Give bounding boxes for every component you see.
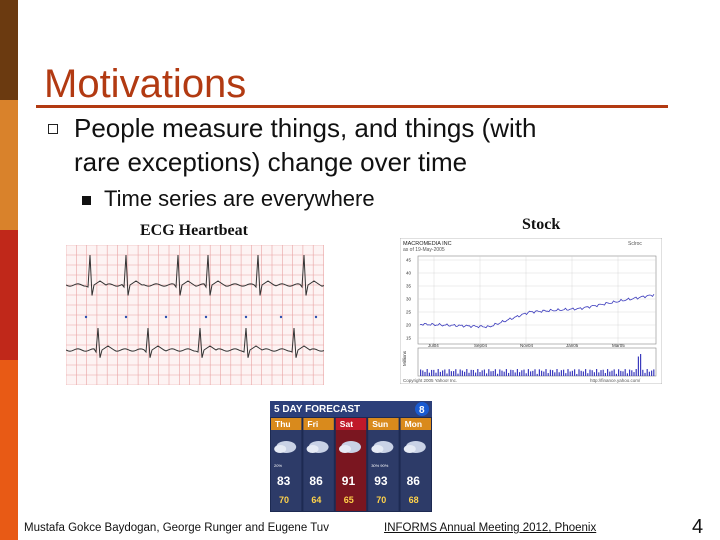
forecast-high: 91 — [342, 474, 356, 488]
side-accent-bar-middle — [0, 230, 18, 360]
page-number: 4 — [692, 516, 704, 538]
sub-bullet-text: Time series are everywhere — [104, 186, 375, 211]
forecast-day-label: Sun — [372, 419, 388, 429]
stock-volume-label: Millions — [402, 350, 407, 366]
stock-xtick-label: Nov04 — [520, 343, 534, 348]
stock-company: MACROMEDIA INC — [403, 241, 452, 247]
side-accent-bar-upper — [0, 100, 18, 230]
stock-ytick-label: 45 — [406, 258, 412, 263]
forecast-high: 86 — [309, 474, 323, 488]
stock-ytick-label: 30 — [406, 297, 412, 302]
stock-asof: as of 19-May-2005 — [403, 247, 445, 253]
weather-forecast-image: 5 DAY FORECAST 8 Thu 20% 83 70 Fri 86 64 Sat 91 6… — [270, 401, 432, 512]
filled-square-bullet-icon — [82, 196, 91, 205]
title-underline — [36, 105, 668, 108]
stock-ytick-label: 15 — [406, 336, 412, 341]
forecast-day-label: Sat — [340, 419, 353, 429]
stock-chart-image: MACROMEDIA INC as of 19-May-2005 Sclroc … — [400, 238, 662, 384]
slide-title: Motivations — [44, 62, 247, 106]
hollow-square-bullet-icon — [48, 124, 58, 134]
footer-authors: Mustafa Gokce Baydogan, George Runger an… — [24, 522, 329, 534]
forecast-day-label: Mon — [405, 419, 422, 429]
forecast-high: 86 — [407, 474, 421, 488]
stock-xtick-label: Jan05 — [566, 343, 579, 348]
stock-link[interactable]: Sclroc — [628, 241, 642, 247]
stock-caption: Stock — [522, 216, 561, 233]
stock-ytick-label: 25 — [406, 310, 412, 315]
forecast-low: 64 — [311, 495, 321, 505]
stock-xtick-label: Jul04 — [428, 343, 439, 348]
forecast-day-label: Thu — [275, 419, 291, 429]
stock-url: http://finance.yahoo.com/ — [590, 378, 641, 383]
forecast-low: 70 — [279, 495, 289, 505]
forecast-low: 70 — [376, 495, 386, 505]
stock-xtick-label: Sep04 — [474, 343, 488, 348]
stock-ytick-label: 20 — [406, 323, 412, 328]
stock-xtick-label: Mar05 — [612, 343, 625, 348]
forecast-header: 5 DAY FORECAST — [274, 404, 360, 415]
stock-ytick-label: 40 — [406, 271, 412, 276]
forecast-high: 93 — [374, 474, 388, 488]
forecast-station-logo: 8 — [419, 405, 425, 416]
ecg-caption: ECG Heartbeat — [140, 222, 248, 239]
forecast-high: 83 — [277, 474, 291, 488]
forecast-precip: 20% — [274, 463, 282, 468]
forecast-low: 68 — [409, 495, 419, 505]
main-bullet-text-line1: People measure things, and things (with — [74, 113, 537, 143]
side-accent-bar-bottom — [0, 360, 18, 540]
side-accent-bar-top — [0, 0, 18, 100]
forecast-precip: 30% 90% — [371, 463, 389, 468]
forecast-day-label: Fri — [307, 419, 318, 429]
stock-ytick-label: 35 — [406, 284, 412, 289]
forecast-low: 65 — [344, 495, 354, 505]
ecg-heartbeat-image — [66, 245, 324, 385]
stock-copyright: Copyright 2005 Yahoo! Inc. — [403, 378, 457, 383]
footer-conference-link[interactable]: INFORMS Annual Meeting 2012, Phoenix — [384, 522, 597, 534]
main-bullet-text-line2: rare exceptions) change over time — [74, 147, 468, 177]
